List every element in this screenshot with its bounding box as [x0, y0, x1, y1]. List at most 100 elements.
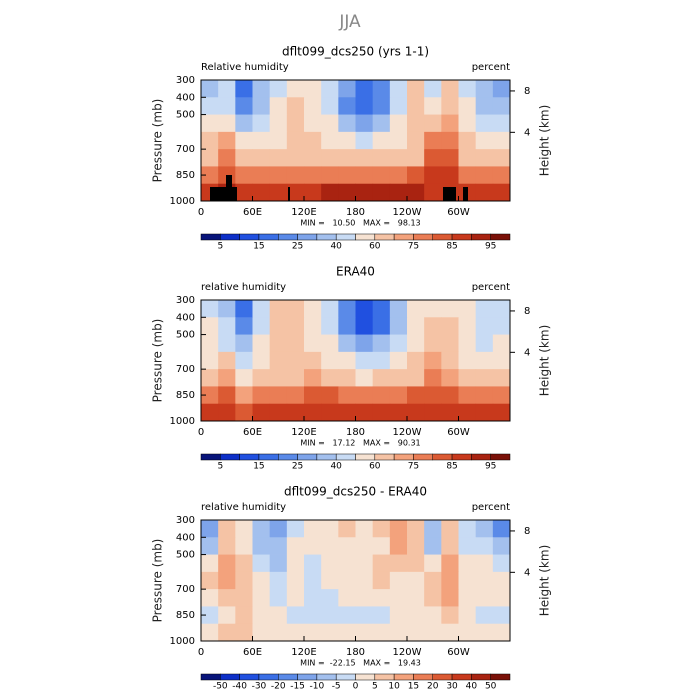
contour-cell — [304, 589, 322, 607]
contour-cell — [458, 131, 477, 150]
contour-cell — [338, 351, 356, 370]
contour-cell — [372, 351, 391, 370]
panel-title: ERA40 — [336, 265, 375, 279]
contour-cell — [304, 114, 322, 133]
contour-cell — [235, 520, 253, 538]
contour-cell — [286, 166, 305, 185]
contour-cell — [201, 149, 219, 167]
contour-cell — [372, 131, 391, 150]
contour-cell — [235, 131, 253, 150]
contour-cell — [252, 149, 271, 167]
contour-cell — [286, 571, 305, 590]
colorbar-box — [239, 453, 260, 461]
contour-cell — [201, 131, 219, 150]
colorbar-label: 40 — [466, 682, 478, 692]
contour-cell — [458, 300, 477, 318]
contour-cell — [424, 403, 442, 422]
contour-cell — [355, 334, 374, 353]
colorbar-box — [471, 673, 491, 681]
contour-cell — [235, 149, 253, 167]
contour-cell — [218, 537, 236, 555]
contour-cell — [458, 554, 477, 573]
contour-cell — [355, 80, 374, 98]
colorbar-label: -40 — [232, 682, 247, 692]
contour-cell — [321, 606, 339, 625]
contour-cell — [372, 166, 391, 185]
contour-cell — [458, 606, 477, 625]
contour-cell — [338, 369, 356, 387]
contour-cell — [304, 131, 322, 150]
contour-cell — [424, 623, 442, 642]
contour-cell — [372, 369, 391, 387]
contour-cell — [458, 520, 477, 538]
topography — [443, 187, 456, 201]
y-axis-label: Pressure (mb) — [151, 539, 165, 623]
contour-cell — [218, 589, 236, 607]
colorbar-box — [374, 453, 395, 461]
x-tick-label: 180 — [346, 207, 365, 218]
colorbar-box — [490, 673, 511, 681]
x-tick-label: 180 — [346, 427, 365, 438]
contour-cell — [252, 369, 271, 387]
contour-cell — [338, 606, 356, 625]
contour-cell — [286, 114, 305, 133]
colorbar-box — [374, 673, 395, 681]
contour-cell — [475, 114, 494, 133]
contour-cell — [201, 520, 219, 538]
contour-cell — [286, 369, 305, 387]
contour-cell — [424, 606, 442, 625]
contour-cell — [269, 403, 288, 422]
colorbar-label: 0 — [353, 682, 359, 692]
contour-cell — [475, 520, 494, 538]
colorbar-label: 5 — [217, 462, 223, 472]
contour-cell — [407, 623, 425, 642]
contour-cell — [355, 554, 374, 573]
contour-cell — [286, 386, 305, 405]
contour-cell — [441, 589, 459, 607]
contour-cell — [407, 589, 425, 607]
x-tick-label: 0 — [198, 207, 204, 218]
y-tick-label: 400 — [176, 92, 195, 103]
contour-cell — [424, 317, 442, 335]
contour-cell — [235, 589, 253, 607]
contour-cell — [321, 589, 339, 607]
contour-cell — [424, 351, 442, 370]
contour-cell — [235, 97, 253, 115]
contour-cell — [372, 183, 391, 202]
contour-cell — [286, 351, 305, 370]
contour-cell — [218, 80, 236, 98]
contour-cell — [269, 97, 288, 115]
y-axis-label: Pressure (mb) — [151, 99, 165, 183]
contour-cell — [321, 317, 339, 335]
contour-cell — [355, 369, 374, 387]
colorbar-box — [278, 233, 298, 241]
contour-cell — [492, 386, 511, 405]
contour-cell — [458, 149, 477, 167]
contour-cell — [218, 97, 236, 115]
colorbar-label: 20 — [427, 682, 439, 692]
y-tick-label: 850 — [176, 610, 195, 621]
contour-cell — [304, 623, 322, 642]
x-tick-label: 120E — [291, 207, 316, 218]
contour-cell — [218, 369, 236, 387]
contour-cell — [492, 317, 511, 335]
contour-cell — [321, 300, 339, 318]
contour-cell — [475, 386, 494, 405]
contour-cell — [201, 351, 219, 370]
contour-cell — [424, 589, 442, 607]
y-tick-label: 1000 — [170, 196, 195, 207]
contour-cell — [304, 334, 322, 353]
contour-cell — [458, 537, 477, 555]
contour-cell — [389, 183, 408, 202]
contour-cell — [338, 149, 356, 167]
contour-cell — [338, 114, 356, 133]
colorbar-label: 50 — [485, 682, 497, 692]
contour-cell — [492, 606, 511, 625]
colorbar-box — [355, 673, 376, 681]
colorbar-label: 60 — [369, 462, 381, 472]
contour-cell — [269, 623, 288, 642]
contour-cell — [389, 351, 408, 370]
contour-cell — [304, 97, 322, 115]
contour-cell — [321, 403, 339, 422]
y-tick-label: 1000 — [170, 636, 195, 647]
